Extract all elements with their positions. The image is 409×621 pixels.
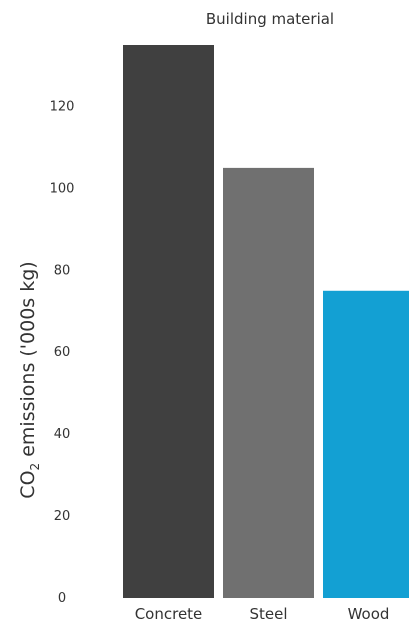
bar-wood <box>323 290 409 598</box>
bar-concrete <box>123 45 214 598</box>
x-category-label: Steel <box>249 605 287 621</box>
x-category-label: Wood <box>348 605 390 621</box>
x-category-label: Concrete <box>135 605 203 621</box>
y-axis-label-pre: CO <box>17 470 39 498</box>
y-axis-label: CO2 emissions ('000s kg) <box>17 261 42 498</box>
y-tick-label: 60 <box>54 345 71 360</box>
bars <box>123 45 409 598</box>
y-tick-label: 40 <box>54 427 71 442</box>
chart-title: Building material <box>206 10 334 28</box>
y-axis-label-post: emissions ('000s kg) <box>17 261 39 463</box>
y-tick-label: 0 <box>58 591 66 606</box>
x-axis-categories: Concrete Steel Wood <box>135 605 390 621</box>
y-tick-label: 20 <box>54 509 71 524</box>
bar-steel <box>223 167 314 598</box>
y-tick-label: 120 <box>50 99 75 114</box>
y-axis-ticks: 0 20 40 60 80 100 120 <box>50 99 75 606</box>
y-tick-label: 80 <box>54 263 71 278</box>
y-axis-label-sub: 2 <box>28 463 42 471</box>
y-tick-label: 100 <box>50 181 75 196</box>
